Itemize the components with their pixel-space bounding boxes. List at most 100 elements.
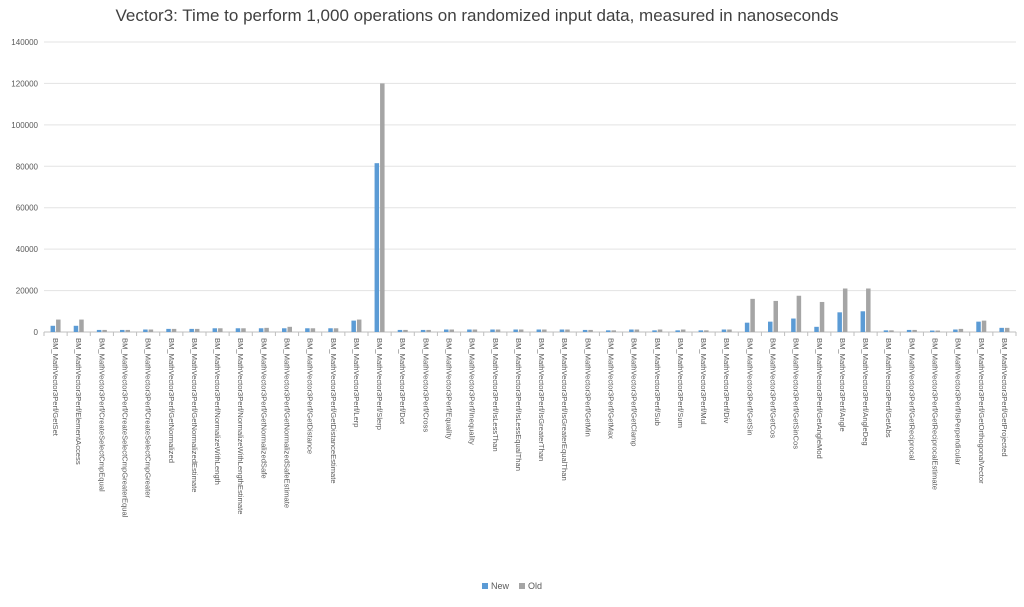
- bar-old: [333, 328, 339, 332]
- bar-new: [860, 311, 866, 332]
- bar-old: [194, 328, 200, 332]
- bar-old: [750, 298, 755, 332]
- bar-new: [559, 329, 565, 332]
- x-tick-label: BM_MathVector3Perf/CreateSelectCmpGreate…: [144, 338, 153, 498]
- bar-old: [889, 330, 894, 332]
- bar-new: [143, 329, 148, 332]
- x-tick-label: BM_MathVector3Perf/GetNormalizedEstimate: [190, 338, 199, 492]
- bar-new: [814, 326, 819, 332]
- bar-new: [791, 318, 796, 332]
- y-tick-label: 100000: [11, 121, 38, 130]
- y-tick-label: 140000: [11, 38, 38, 47]
- x-tick-label: BM_MathVector3Perf/GetCos: [769, 338, 778, 438]
- bar-old: [518, 329, 524, 332]
- x-tick-label: BM_MathVector3Perf/Angle: [838, 338, 847, 432]
- x-tick-label: BM_MathVector3Perf/GetProjected: [1000, 338, 1009, 457]
- bar-old: [287, 326, 292, 332]
- bar-old: [472, 329, 478, 332]
- bar-old: [588, 329, 593, 332]
- x-tick-label: BM_MathVector3Perf/GetMax: [607, 338, 616, 439]
- y-tick-label: 120000: [11, 79, 38, 88]
- bar-old: [981, 320, 987, 332]
- y-tick-label: 60000: [16, 204, 39, 213]
- legend-swatch: [481, 583, 488, 589]
- x-tick-label: BM_MathVector3Perf/Dot: [398, 338, 407, 425]
- bar-new: [305, 328, 310, 332]
- bar-new: [444, 329, 449, 332]
- bar-old: [958, 328, 964, 332]
- bar-new: [930, 330, 935, 332]
- x-tick-label: BM_MathVector3Perf/GetOrthogonalVector: [977, 338, 986, 484]
- x-tick-label: BM_MathVector3Perf/GetMin: [583, 338, 592, 437]
- bar-new: [420, 329, 426, 332]
- bar-old: [657, 329, 663, 332]
- bar-old: [495, 329, 501, 332]
- bar-new: [698, 330, 704, 332]
- bar-old: [842, 288, 848, 332]
- chart-legend: New Old: [0, 581, 1024, 591]
- x-tick-label: BM_MathVector3Perf/GetReciprocal: [907, 338, 916, 461]
- x-tick-label: BM_MathVector3Perf/Sub: [653, 338, 662, 426]
- x-tick-label: BM_MathVector3Perf/IsLessThan: [491, 338, 500, 452]
- bar-new: [513, 329, 518, 332]
- bar-old: [449, 329, 454, 332]
- x-tick-label: BM_MathVector3Perf/GetSinCos: [792, 338, 801, 449]
- x-tick-label: BM_MathVector3Perf/Cross: [421, 338, 430, 432]
- x-tick-label: BM_MathVector3Perf/IsLessEqualThan: [514, 338, 523, 471]
- x-tick-label: BM_MathVector3Perf/IsGreaterThan: [537, 338, 546, 461]
- legend-label: Old: [528, 581, 543, 591]
- x-tick-label: BM_MathVector3Perf/GetSet: [51, 338, 60, 437]
- bar-new: [50, 325, 56, 332]
- y-tick-label: 80000: [16, 162, 39, 171]
- bar-old: [403, 329, 408, 332]
- x-tick-label: BM_MathVector3Perf/NormalizeWithLengthEs…: [236, 338, 245, 514]
- bar-new: [536, 329, 542, 332]
- bar-old: [56, 319, 61, 332]
- legend-item-new: New: [481, 581, 509, 591]
- bar-old: [125, 329, 130, 332]
- x-tick-label: BM_MathVector3Perf/Mul: [699, 338, 708, 425]
- bar-old: [819, 301, 825, 332]
- x-tick-label: BM_MathVector3Perf/IsPerpendicular: [954, 338, 963, 466]
- bar-new: [490, 329, 495, 332]
- bar-old: [310, 328, 316, 332]
- bar-old: [611, 330, 616, 332]
- bar-new: [606, 330, 611, 332]
- bar-new: [235, 328, 241, 332]
- bar-new: [976, 321, 981, 332]
- chart-title: Vector3: Time to perform 1,000 operation…: [115, 6, 839, 25]
- bar-new: [768, 321, 773, 332]
- bar-new: [166, 328, 171, 332]
- bar-new: [212, 328, 218, 332]
- bar-new: [629, 329, 634, 332]
- bar-old: [356, 319, 362, 332]
- bar-old: [218, 328, 223, 332]
- x-tick-label: BM_MathVector3Perf/Lerp: [352, 338, 361, 427]
- bar-old: [241, 328, 246, 332]
- bar-old: [912, 329, 917, 332]
- bar-old: [148, 329, 154, 332]
- bar-new: [258, 328, 264, 332]
- bar-old: [773, 300, 778, 332]
- bar-old: [171, 328, 177, 332]
- legend-item-old: Old: [519, 581, 542, 591]
- bar-new: [189, 328, 194, 332]
- x-tick-label: BM_MathVector3Perf/CreateSelectCmpGreate…: [121, 338, 130, 518]
- y-tick-label: 20000: [16, 287, 39, 296]
- x-tick-label: BM_MathVector3Perf/AngleDeg: [861, 338, 870, 446]
- legend-swatch: [519, 583, 525, 589]
- x-tick-label: BM_MathVector3Perf/GetAngleMod: [815, 338, 824, 459]
- bar-old: [935, 330, 940, 332]
- bar-new: [328, 328, 333, 332]
- bar-old: [102, 329, 107, 332]
- x-tick-label: BM_MathVector3Perf/IsGreaterEqualThan: [560, 338, 569, 481]
- bar-old: [634, 329, 640, 332]
- bar-old: [79, 319, 84, 332]
- x-tick-label: BM_MathVector3Perf/GetDistanceEstimate: [329, 338, 338, 484]
- bar-new: [397, 329, 403, 332]
- bar-new: [73, 325, 79, 332]
- x-tick-label: BM_MathVector3Perf/NormalizeWithLength: [213, 338, 222, 485]
- y-tick-label: 40000: [16, 245, 39, 254]
- y-tick-label: 0: [34, 328, 39, 337]
